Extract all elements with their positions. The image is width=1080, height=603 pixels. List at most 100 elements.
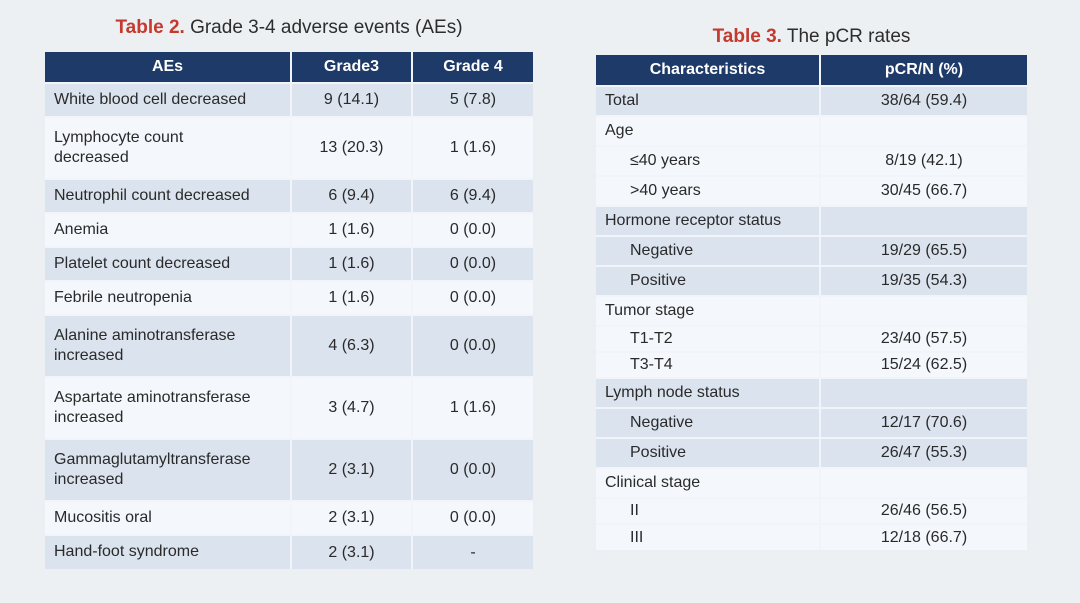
- table3-cell-label: Lymph node status: [596, 377, 820, 408]
- table2-cell-ae: Platelet count decreased: [45, 246, 291, 281]
- table3-title-accent: Table 3.: [712, 26, 782, 47]
- table3-cell-label: T3-T4: [596, 351, 820, 378]
- table2-cell-ae: Alanine aminotransferase increased: [45, 314, 291, 377]
- table3-cell-label: III: [596, 523, 820, 550]
- table2-cell-grade3: 6 (9.4): [290, 178, 412, 213]
- table2-row: Mucositis oral 2 (3.1) 0 (0.0): [45, 500, 533, 535]
- table2-cell-grade4: 0 (0.0): [411, 212, 533, 247]
- table2-row: Lymphocyte count decreased 13 (20.3) 1 (…: [45, 116, 533, 179]
- table3-row: Tumor stage: [596, 295, 1027, 326]
- table3-row: Positive 19/35 (54.3): [596, 265, 1027, 296]
- table3-cell-value: 38/64 (59.4): [819, 85, 1027, 116]
- table2-cell-ae: Neutrophil count decreased: [45, 178, 291, 213]
- table2-cell-grade4: 0 (0.0): [411, 500, 533, 535]
- table2-cell-grade3: 3 (4.7): [290, 376, 412, 439]
- table3-col-characteristics: Characteristics: [596, 55, 820, 86]
- table3-row: II 26/46 (56.5): [596, 497, 1027, 524]
- table2-cell-grade3: 9 (14.1): [290, 82, 412, 117]
- table2-title-text: Grade 3-4 adverse events (AEs): [190, 17, 463, 38]
- table2-header-row: AEs Grade3 Grade 4: [45, 52, 533, 83]
- table2-cell-grade3: 1 (1.6): [290, 280, 412, 315]
- table2-cell-ae: Hand-foot syndrome: [45, 534, 291, 569]
- table2-row: White blood cell decreased 9 (14.1) 5 (7…: [45, 82, 533, 117]
- table2-cell-ae: Febrile neutropenia: [45, 280, 291, 315]
- table3-cell-value: 15/24 (62.5): [819, 351, 1027, 378]
- table2-cell-grade3: 2 (3.1): [290, 534, 412, 569]
- table3-row: Age: [596, 115, 1027, 146]
- table2-cell-grade4: 1 (1.6): [411, 376, 533, 439]
- table3-cell-label: Total: [596, 85, 820, 116]
- table3-row: Negative 19/29 (65.5): [596, 235, 1027, 266]
- table2-row: Febrile neutropenia 1 (1.6) 0 (0.0): [45, 280, 533, 315]
- table2-section: Table 2. Grade 3-4 adverse events (AEs) …: [45, 15, 533, 569]
- table3-cell-label: Age: [596, 115, 820, 146]
- table2-row: Hand-foot syndrome 2 (3.1) -: [45, 534, 533, 569]
- table3-pcr-rates: Characteristics pCR/N (%) Total 38/64 (5…: [596, 55, 1027, 550]
- table2-row: Neutrophil count decreased 6 (9.4) 6 (9.…: [45, 178, 533, 213]
- table2-cell-ae: Gammaglutamyltransferase increased: [45, 438, 291, 501]
- table2-col-grade4: Grade 4: [411, 52, 533, 83]
- table3-row: Hormone receptor status: [596, 205, 1027, 236]
- table2-cell-grade3: 2 (3.1): [290, 500, 412, 535]
- table2-row: Anemia 1 (1.6) 0 (0.0): [45, 212, 533, 247]
- table3-row: ≤40 years 8/19 (42.1): [596, 145, 1027, 176]
- table3-cell-value: 19/29 (65.5): [819, 235, 1027, 266]
- table3-header-row: Characteristics pCR/N (%): [596, 55, 1027, 86]
- table3-row: Clinical stage: [596, 467, 1027, 498]
- table2-col-grade3: Grade3: [290, 52, 412, 83]
- table3-cell-label: ≤40 years: [596, 145, 820, 176]
- table2-title: Table 2. Grade 3-4 adverse events (AEs): [45, 15, 533, 41]
- table3-section: Table 3. The pCR rates Characteristics p…: [596, 24, 1027, 550]
- table2-cell-grade4: -: [411, 534, 533, 569]
- table2-row: Alanine aminotransferase increased 4 (6.…: [45, 314, 533, 377]
- table3-cell-label: T1-T2: [596, 325, 820, 352]
- table2-adverse-events: AEs Grade3 Grade 4 White blood cell decr…: [45, 52, 533, 569]
- table2-cell-grade4: 0 (0.0): [411, 246, 533, 281]
- table3-cell-label: Tumor stage: [596, 295, 820, 326]
- table3-row: Negative 12/17 (70.6): [596, 407, 1027, 438]
- table2-cell-grade3: 2 (3.1): [290, 438, 412, 501]
- table3-title-text: The pCR rates: [786, 26, 911, 47]
- table3-cell-value: 8/19 (42.1): [819, 145, 1027, 176]
- table3-row: Total 38/64 (59.4): [596, 85, 1027, 116]
- table3-row: III 12/18 (66.7): [596, 523, 1027, 550]
- table3-cell-value: [819, 295, 1027, 326]
- table3-title: Table 3. The pCR rates: [596, 24, 1027, 50]
- table2-cell-grade4: 0 (0.0): [411, 314, 533, 377]
- table3-cell-label: Positive: [596, 265, 820, 296]
- table3-row: >40 years 30/45 (66.7): [596, 175, 1027, 206]
- table3-cell-value: [819, 467, 1027, 498]
- table2-row: Platelet count decreased 1 (1.6) 0 (0.0): [45, 246, 533, 281]
- table3-cell-label: Positive: [596, 437, 820, 468]
- table3-row: Lymph node status: [596, 377, 1027, 408]
- table2-cell-ae: Aspartate aminotransferase increased: [45, 376, 291, 439]
- table3-cell-value: [819, 205, 1027, 236]
- table3-cell-label: >40 years: [596, 175, 820, 206]
- table3-row: T3-T4 15/24 (62.5): [596, 351, 1027, 378]
- table3-cell-value: 23/40 (57.5): [819, 325, 1027, 352]
- table2-cell-grade3: 4 (6.3): [290, 314, 412, 377]
- table3-cell-value: 30/45 (66.7): [819, 175, 1027, 206]
- table2-cell-ae: Anemia: [45, 212, 291, 247]
- table2-cell-ae: White blood cell decreased: [45, 82, 291, 117]
- table2-row: Aspartate aminotransferase increased 3 (…: [45, 376, 533, 439]
- table2-cell-grade3: 13 (20.3): [290, 116, 412, 179]
- table2-cell-ae: Lymphocyte count decreased: [45, 116, 291, 179]
- table3-col-pcr: pCR/N (%): [819, 55, 1027, 86]
- table3-cell-value: [819, 377, 1027, 408]
- table2-cell-grade3: 1 (1.6): [290, 212, 412, 247]
- table2-row: Gammaglutamyltransferase increased 2 (3.…: [45, 438, 533, 501]
- table3-cell-label: Negative: [596, 407, 820, 438]
- table2-cell-grade4: 0 (0.0): [411, 280, 533, 315]
- table2-cell-grade3: 1 (1.6): [290, 246, 412, 281]
- table2-cell-ae: Mucositis oral: [45, 500, 291, 535]
- table3-cell-value: [819, 115, 1027, 146]
- table3-cell-label: Hormone receptor status: [596, 205, 820, 236]
- table3-cell-value: 26/46 (56.5): [819, 497, 1027, 524]
- table3-cell-label: Negative: [596, 235, 820, 266]
- table3-cell-label: Clinical stage: [596, 467, 820, 498]
- table2-cell-grade4: 5 (7.8): [411, 82, 533, 117]
- table2-title-accent: Table 2.: [115, 17, 185, 38]
- table2-cell-grade4: 1 (1.6): [411, 116, 533, 179]
